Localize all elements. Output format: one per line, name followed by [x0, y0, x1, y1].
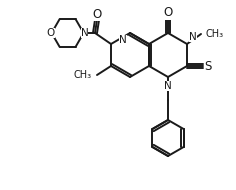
Text: N: N — [164, 81, 172, 91]
Text: CH₃: CH₃ — [74, 70, 92, 80]
Text: O: O — [92, 7, 102, 21]
Text: S: S — [204, 59, 212, 73]
Text: N: N — [81, 28, 88, 38]
Text: O: O — [46, 28, 55, 38]
Text: O: O — [163, 6, 173, 20]
Text: N: N — [119, 35, 127, 45]
Text: N: N — [189, 32, 197, 42]
Text: CH₃: CH₃ — [206, 29, 224, 39]
